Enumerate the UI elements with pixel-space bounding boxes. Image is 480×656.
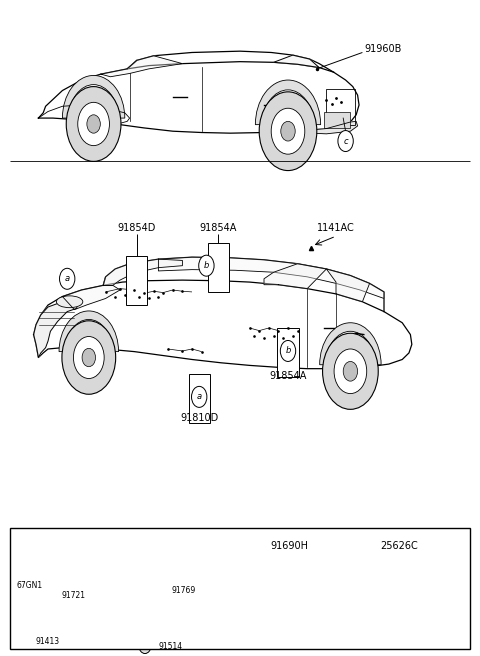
Circle shape <box>271 108 305 154</box>
Circle shape <box>250 537 264 556</box>
Text: 91413: 91413 <box>36 636 60 646</box>
Polygon shape <box>101 56 182 77</box>
Wedge shape <box>59 311 119 352</box>
Circle shape <box>323 333 378 409</box>
Text: c: c <box>343 136 348 146</box>
Circle shape <box>52 592 63 606</box>
Circle shape <box>133 537 147 556</box>
Text: 91690H: 91690H <box>270 541 308 551</box>
Text: 25626C: 25626C <box>381 541 419 551</box>
Polygon shape <box>103 259 182 285</box>
Circle shape <box>199 255 214 276</box>
Bar <box>326 89 355 125</box>
Text: a: a <box>19 542 24 551</box>
Circle shape <box>139 636 151 653</box>
Polygon shape <box>34 300 77 358</box>
Text: 67GN1: 67GN1 <box>17 581 43 590</box>
Circle shape <box>60 268 75 289</box>
Text: 91854A: 91854A <box>269 371 307 380</box>
Text: 91514: 91514 <box>158 642 182 651</box>
Bar <box>208 243 229 292</box>
Ellipse shape <box>56 296 83 308</box>
Circle shape <box>47 589 54 598</box>
Circle shape <box>192 386 207 407</box>
Circle shape <box>150 579 167 602</box>
Circle shape <box>87 115 100 133</box>
Wedge shape <box>62 75 125 118</box>
Text: 91721: 91721 <box>61 590 85 600</box>
Circle shape <box>281 121 295 141</box>
Polygon shape <box>326 269 370 302</box>
Circle shape <box>334 349 367 394</box>
Text: b: b <box>285 346 291 356</box>
Wedge shape <box>255 80 321 125</box>
Circle shape <box>55 596 60 602</box>
Bar <box>383 584 416 629</box>
Text: a: a <box>197 392 202 401</box>
Polygon shape <box>274 55 319 68</box>
Circle shape <box>78 102 109 146</box>
Circle shape <box>14 537 29 556</box>
Circle shape <box>343 361 358 381</box>
Polygon shape <box>158 257 384 298</box>
Text: 1141AC: 1141AC <box>317 223 355 233</box>
Bar <box>126 256 147 305</box>
Circle shape <box>154 584 163 597</box>
Text: 91960B: 91960B <box>365 44 402 54</box>
Bar <box>189 374 210 423</box>
Circle shape <box>62 321 116 394</box>
Text: a: a <box>65 274 70 283</box>
Bar <box>10 528 470 649</box>
Text: b: b <box>137 542 143 551</box>
Circle shape <box>44 584 57 603</box>
Text: 91854A: 91854A <box>200 223 237 233</box>
Text: 91854D: 91854D <box>118 223 156 233</box>
Text: 91769: 91769 <box>172 586 196 595</box>
Wedge shape <box>320 323 381 365</box>
Circle shape <box>280 340 296 361</box>
Text: c: c <box>254 542 259 551</box>
Circle shape <box>259 92 317 171</box>
Polygon shape <box>264 264 326 289</box>
Circle shape <box>73 337 104 379</box>
Bar <box>20 636 29 649</box>
Bar <box>324 112 350 128</box>
Circle shape <box>82 348 96 367</box>
Text: b: b <box>204 261 209 270</box>
Text: 91810D: 91810D <box>180 413 218 423</box>
Bar <box>277 328 299 377</box>
Circle shape <box>142 640 148 649</box>
Polygon shape <box>298 121 358 134</box>
Polygon shape <box>62 285 120 310</box>
Circle shape <box>338 131 353 152</box>
Circle shape <box>66 87 121 161</box>
